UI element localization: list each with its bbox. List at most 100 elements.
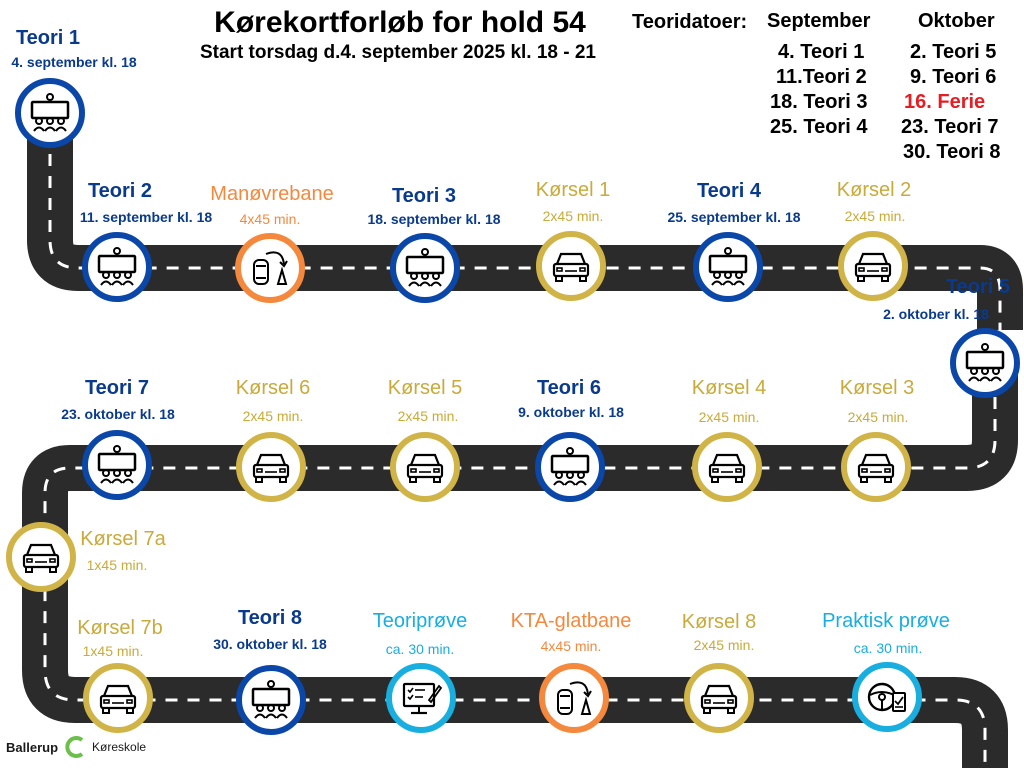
oktober-item: 30. Teori 8 [903,141,1001,163]
kta-glatbane-stop [539,663,609,733]
september-item: 4. Teori 1 [778,41,865,63]
stop-label: Kørsel 2 [836,179,912,201]
stop-label: Kørsel 3 [839,377,915,399]
schedule-label: Teoridatoer: [632,11,748,33]
stop-sub: 2x45 min. [242,408,304,424]
oktober-item-ferie: 16. Ferie [904,91,986,113]
car-icon [22,543,60,573]
stop-label: KTA-glatbane [510,610,632,632]
classroom-icon [550,447,590,486]
stop-label: Teori 1 [15,27,81,49]
stop-label: Teoriprøve [372,610,468,632]
teori-2-stop [82,232,152,302]
page-title: Kørekortforløb for hold 54 [214,6,586,39]
teori-5-stop [950,328,1020,398]
stop-label: Teori 6 [536,377,602,399]
korsel-2-stop [838,231,908,301]
stop-sub: 23. oktober kl. 18 [61,406,175,422]
stop-label: Manøvrebane [210,183,334,205]
stop-label: Kørsel 7a [80,528,166,550]
stop-sub: 2. oktober kl. 18 [883,306,989,322]
september-heading: September [767,10,871,32]
classroom-icon [405,248,445,287]
steering-wheel-icon [867,682,906,712]
car-icon [252,453,290,483]
stop-sub: ca. 30 min. [385,641,455,657]
stop-sub: 4x45 min. [239,211,301,227]
oktober-heading: Oktober [918,10,995,32]
stop-sub: 2x45 min. [844,208,906,224]
stop-label: Teori 8 [237,607,303,629]
stop-label: Teori 4 [696,180,762,202]
car-icon [857,453,895,483]
stop-label: Kørsel 7b [77,617,163,639]
september-item: 11.Teori 2 [776,66,867,88]
stop-label: Teori 5 [945,276,1011,298]
korsel-8-stop [684,663,754,733]
teori-8-stop [236,665,306,735]
stop-sub: 2x45 min. [693,637,755,653]
stop-label: Teori 3 [391,185,457,207]
stop-label: Kørsel 4 [691,377,767,399]
stop-sub: 2x45 min. [698,409,760,425]
korsel-6-stop [236,432,306,502]
stop-sub: 25. september kl. 18 [667,209,801,225]
stop-sub: 11. september kl. 18 [79,209,213,225]
classroom-icon [965,343,1005,382]
stop-label: Praktisk prøve [822,610,950,632]
maneuver-cone-icon [557,681,592,715]
logo-name: Ballerup [6,739,59,755]
car-icon [406,453,444,483]
stop-label: Teori 2 [87,180,153,202]
car-icon [99,684,137,714]
car-icon [708,453,746,483]
september-item: 18. Teori 3 [770,91,868,113]
logo-tagline: Køreskole [92,740,147,754]
teori-3-stop [390,233,460,303]
teori-6-stop [535,432,605,502]
stop-label: Kørsel 8 [681,611,757,633]
car-icon [552,252,590,282]
classroom-icon [97,445,137,484]
stop-sub: 9. oktober kl. 18 [518,404,624,420]
classroom-icon [30,93,70,132]
september-item: 25. Teori 4 [770,116,868,138]
stop-label: Kørsel 6 [235,377,311,399]
stop-label: Kørsel 5 [387,377,463,399]
korsel-7b-stop [83,663,153,733]
teori-7-stop [82,430,152,500]
page-subtitle: Start torsdag d.4. september 2025 kl. 18… [199,42,597,63]
stop-sub: 2x45 min. [847,409,909,425]
car-icon [700,684,738,714]
teori-1-stop [15,78,85,148]
classroom-icon [251,680,291,719]
stop-sub: 18. september kl. 18 [367,211,501,227]
praktisk-prove-stop [852,662,922,732]
stop-sub: 2x45 min. [397,408,459,424]
stop-label: Teori 7 [84,377,150,399]
manovrebane-stop [235,233,305,303]
oktober-item: 23. Teori 7 [901,116,999,138]
stop-sub: 1x45 min. [86,557,148,573]
stop-sub: 30. oktober kl. 18 [213,636,327,652]
korsel-4-stop [692,432,762,502]
teoriprove-stop [386,663,456,733]
korsel-5-stop [390,432,460,502]
stop-sub: 4. september kl. 18 [11,54,137,70]
maneuver-cone-icon [253,251,288,285]
logo: Ballerup Køreskole [6,734,146,760]
stop-sub: ca. 30 min. [853,640,923,656]
car-icon [854,252,892,282]
computer-test-icon [402,682,443,715]
logo-c-icon [65,736,84,758]
classroom-icon [708,247,748,286]
teori-4-stop [693,232,763,302]
korsel-7a-stop [6,522,76,592]
oktober-item: 2. Teori 5 [910,41,997,63]
korsel-1-stop [536,231,606,301]
stop-sub: 4x45 min. [540,638,602,654]
stop-label: Kørsel 1 [535,179,611,201]
korsel-3-stop [841,432,911,502]
classroom-icon [97,247,137,286]
stop-sub: 2x45 min. [542,208,604,224]
